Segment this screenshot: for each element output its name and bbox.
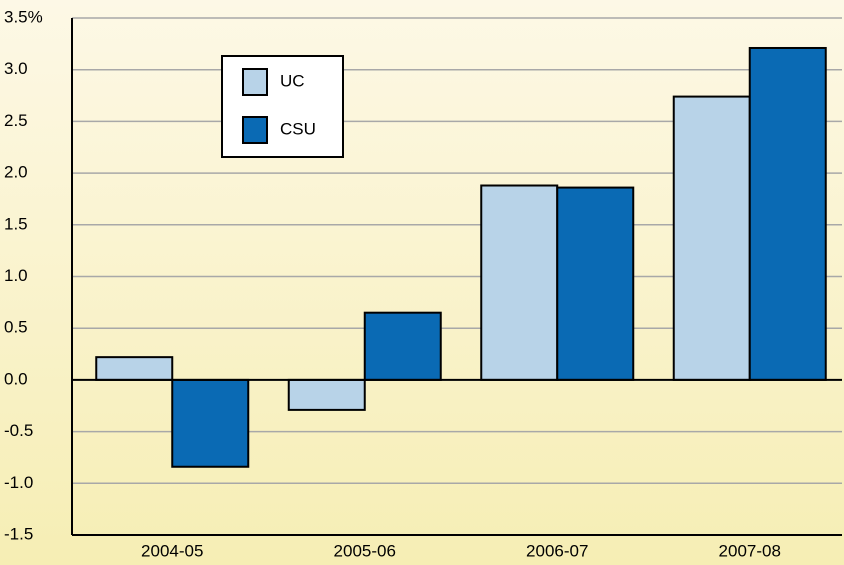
y-tick-label: 1.0 — [4, 266, 28, 285]
y-tick-label: -0.5 — [4, 421, 33, 440]
bar — [363, 311, 442, 381]
y-tick-label: 0.5 — [4, 318, 28, 337]
y-tick-label: 3.5% — [4, 7, 43, 26]
x-tick-label: 2007-08 — [719, 541, 781, 560]
bar — [480, 184, 559, 381]
y-tick-label: 2.0 — [4, 163, 28, 182]
y-tick-label: -1.5 — [4, 524, 33, 543]
x-tick-label: 2004-05 — [141, 541, 203, 560]
bar — [672, 95, 751, 381]
y-tick-label: 2.5 — [4, 111, 28, 130]
x-tick-label: 2005-06 — [334, 541, 396, 560]
legend-label: UC — [280, 71, 305, 90]
bar — [171, 378, 250, 468]
y-tick-label: 1.5 — [4, 214, 28, 233]
y-tick-label: 3.0 — [4, 59, 28, 78]
bar — [95, 356, 174, 381]
legend-label: CSU — [280, 119, 316, 138]
bar — [556, 186, 635, 381]
legend-swatch — [242, 116, 268, 144]
x-tick-label: 2006-07 — [526, 541, 588, 560]
legend-swatch — [242, 68, 268, 96]
bar — [748, 46, 827, 381]
y-tick-label: -1.0 — [4, 473, 33, 492]
y-tick-label: 0.0 — [4, 369, 28, 388]
bar — [287, 378, 366, 411]
